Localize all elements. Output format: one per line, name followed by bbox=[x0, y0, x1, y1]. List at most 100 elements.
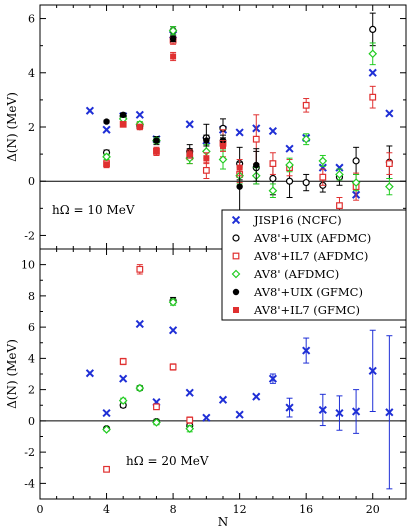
legend-label: JISP16 (NCFC) bbox=[253, 213, 342, 227]
x-tick-label: 4 bbox=[103, 503, 110, 516]
data-point bbox=[285, 403, 294, 412]
data-point bbox=[185, 388, 194, 397]
data-point bbox=[368, 49, 378, 59]
data-point bbox=[269, 160, 277, 168]
legend-label: AV8' (AFDMC) bbox=[253, 267, 339, 281]
data-point bbox=[103, 465, 110, 473]
data-point bbox=[302, 346, 311, 355]
data-point bbox=[185, 424, 195, 434]
data-point bbox=[102, 408, 111, 418]
data-point bbox=[153, 137, 160, 144]
data-point bbox=[169, 35, 177, 43]
legend-entry: AV8'+IL7 (GFMC) bbox=[232, 303, 360, 317]
y-tick-label: 10 bbox=[21, 259, 35, 272]
data-point bbox=[319, 173, 327, 181]
data-point bbox=[186, 151, 193, 158]
data-point bbox=[235, 410, 244, 419]
data-point bbox=[268, 126, 278, 136]
legend-marker bbox=[231, 269, 241, 279]
data-point bbox=[120, 121, 127, 128]
data-point bbox=[385, 182, 394, 191]
legend-entry: AV8'+IL7 (AFDMC) bbox=[232, 249, 368, 263]
data-point bbox=[318, 405, 327, 415]
legend-label: AV8'+IL7 (AFDMC) bbox=[253, 249, 368, 263]
data-point bbox=[385, 109, 394, 118]
data-point bbox=[368, 68, 377, 77]
data-point bbox=[119, 111, 127, 118]
data-point bbox=[136, 124, 143, 131]
x-tick-label: 12 bbox=[233, 503, 247, 516]
legend: JISP16 (NCFC) AV8'+UIX (AFDMC) AV8'+IL7 (A… bbox=[221, 209, 407, 321]
x-axis-title: N bbox=[218, 515, 229, 529]
data-point bbox=[252, 135, 260, 143]
data-point bbox=[351, 407, 361, 416]
legend-marker bbox=[232, 234, 240, 242]
x-tick-label: 20 bbox=[366, 503, 380, 516]
data-point bbox=[335, 170, 344, 179]
data-point bbox=[168, 326, 178, 335]
series-av8-afdmc bbox=[102, 297, 195, 434]
series-av8-il7-gfmc bbox=[103, 51, 243, 177]
data-point bbox=[186, 416, 194, 424]
top-panel: -2 0 2 4 6 Δ(N) (MeV) hΩ = 10 MeV bbox=[5, 4, 407, 250]
y-tick-label: -4 bbox=[24, 477, 35, 490]
data-point bbox=[301, 134, 311, 144]
data-point bbox=[168, 297, 178, 307]
y-axis-title: Δ(N) (MeV) bbox=[5, 92, 19, 162]
legend-entry: AV8'+UIX (GFMC) bbox=[232, 285, 363, 299]
data-point bbox=[202, 166, 210, 174]
data-point bbox=[335, 163, 344, 172]
legend-entry: JISP16 (NCFC) bbox=[231, 213, 342, 227]
legend-label: AV8'+UIX (AFDMC) bbox=[253, 231, 371, 245]
data-point bbox=[335, 408, 344, 418]
data-point bbox=[285, 160, 294, 170]
data-point bbox=[135, 110, 144, 119]
legend-marker bbox=[232, 306, 239, 313]
series-av8-il7-afdmc bbox=[103, 35, 393, 215]
data-point bbox=[318, 163, 327, 172]
legend-entry: AV8'+UIX (AFDMC) bbox=[232, 231, 371, 245]
data-point bbox=[203, 137, 210, 144]
data-point bbox=[352, 157, 360, 165]
data-point bbox=[153, 148, 160, 155]
legend-label: AV8'+UIX (GFMC) bbox=[253, 285, 363, 299]
series-av8-il7-afdmc bbox=[103, 264, 194, 473]
data-point bbox=[268, 186, 278, 196]
y-tick-label: 6 bbox=[28, 321, 35, 334]
legend-marker bbox=[232, 288, 240, 296]
data-point bbox=[102, 125, 111, 134]
y-tick-label: 2 bbox=[28, 384, 35, 397]
legend-box bbox=[221, 209, 407, 321]
series-av8-uix-gfmc bbox=[103, 35, 260, 212]
y-tick-label: -2 bbox=[24, 446, 35, 459]
data-point bbox=[285, 177, 294, 185]
data-point bbox=[119, 374, 128, 383]
data-point bbox=[136, 265, 144, 273]
y-tick-label: 0 bbox=[28, 415, 35, 428]
legend-label: AV8'+IL7 (GFMC) bbox=[253, 303, 360, 317]
data-point bbox=[118, 396, 128, 405]
y-tick-label: 8 bbox=[28, 290, 35, 303]
y-tick-label: 4 bbox=[28, 67, 35, 80]
legend-entry: AV8' (AFDMC) bbox=[231, 267, 339, 281]
data-point bbox=[252, 392, 261, 401]
data-point bbox=[385, 408, 394, 417]
data-point bbox=[170, 53, 177, 60]
data-point bbox=[103, 118, 110, 125]
data-point bbox=[119, 358, 127, 365]
x-tick-label: 8 bbox=[170, 503, 177, 516]
data-point bbox=[85, 106, 95, 115]
y-axis-title: Δ(N) (MeV) bbox=[5, 339, 19, 409]
data-point bbox=[369, 25, 377, 33]
data-point bbox=[185, 120, 194, 129]
y-tick-label: 0 bbox=[28, 175, 35, 188]
data-point bbox=[218, 155, 228, 164]
y-tick-label: 6 bbox=[28, 13, 35, 26]
y-tick-label: 4 bbox=[28, 352, 35, 365]
data-point bbox=[102, 152, 111, 162]
data-point bbox=[285, 144, 294, 153]
data-point bbox=[269, 174, 277, 183]
data-point bbox=[85, 369, 95, 378]
data-point bbox=[369, 93, 377, 101]
